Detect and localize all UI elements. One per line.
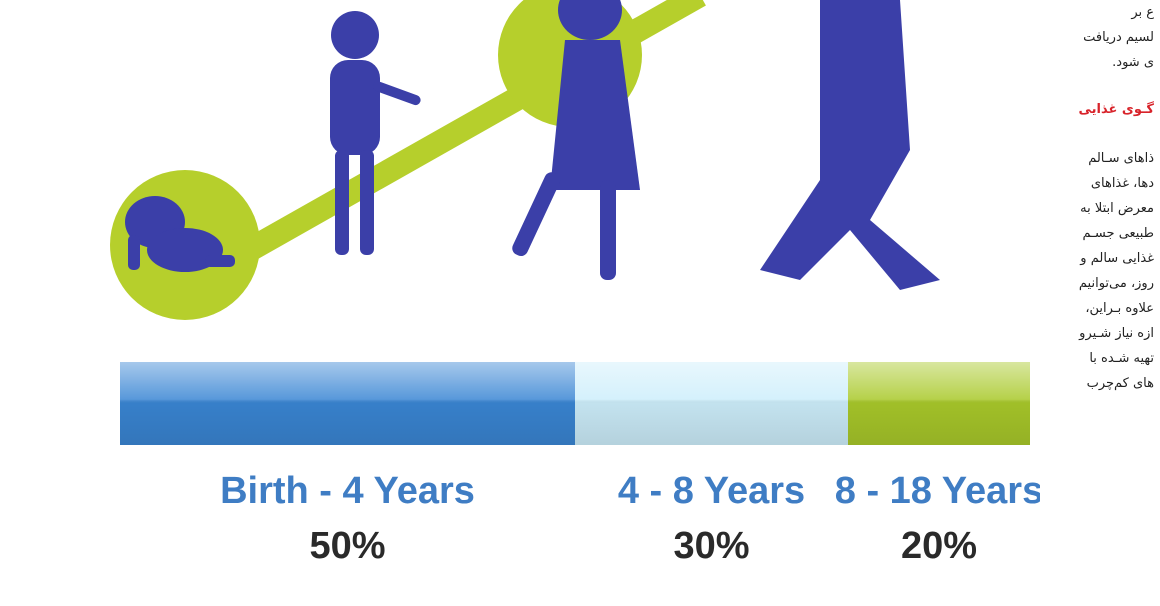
bar-gloss [575,362,848,445]
value-label: 50% [309,525,385,567]
text-line: ذاهای سـالم [1034,146,1154,171]
illustration [110,0,940,320]
value-label: 30% [673,525,749,567]
category-label: 8 - 18 Years [835,470,1040,512]
page: Birth - 4 Years 50% 4 - 8 Years 30% 8 - 18 Y… [0,0,1160,606]
section-heading: گـوی غذایی [1034,97,1154,122]
bar-gloss [120,362,575,445]
bar-gloss [848,362,1030,445]
text-line: طبیعی جسـم [1034,221,1154,246]
text-line: های کم‌چرب [1034,371,1154,396]
text-line: غذایی سالم و [1034,246,1154,271]
text-line: تهیه شـده با [1034,346,1154,371]
text-line: ازه نیاز شـیرو [1034,321,1154,346]
text-line: ی شود. [1034,50,1154,75]
text-line: ع بر [1034,0,1154,25]
text-line: دها، غذاهای [1034,171,1154,196]
text-line: معرض ابتلا به [1034,196,1154,221]
text-line: لسیم دریافت [1034,25,1154,50]
category-label: 4 - 8 Years [618,470,805,512]
chart: Birth - 4 Years 50% 4 - 8 Years 30% 8 - 18 Y… [0,0,1040,606]
category-label: Birth - 4 Years [220,470,475,512]
value-label: 20% [901,525,977,567]
text-line: علاوه بـراین، [1034,296,1154,321]
text-line: روز، می‌توانیم [1034,271,1154,296]
